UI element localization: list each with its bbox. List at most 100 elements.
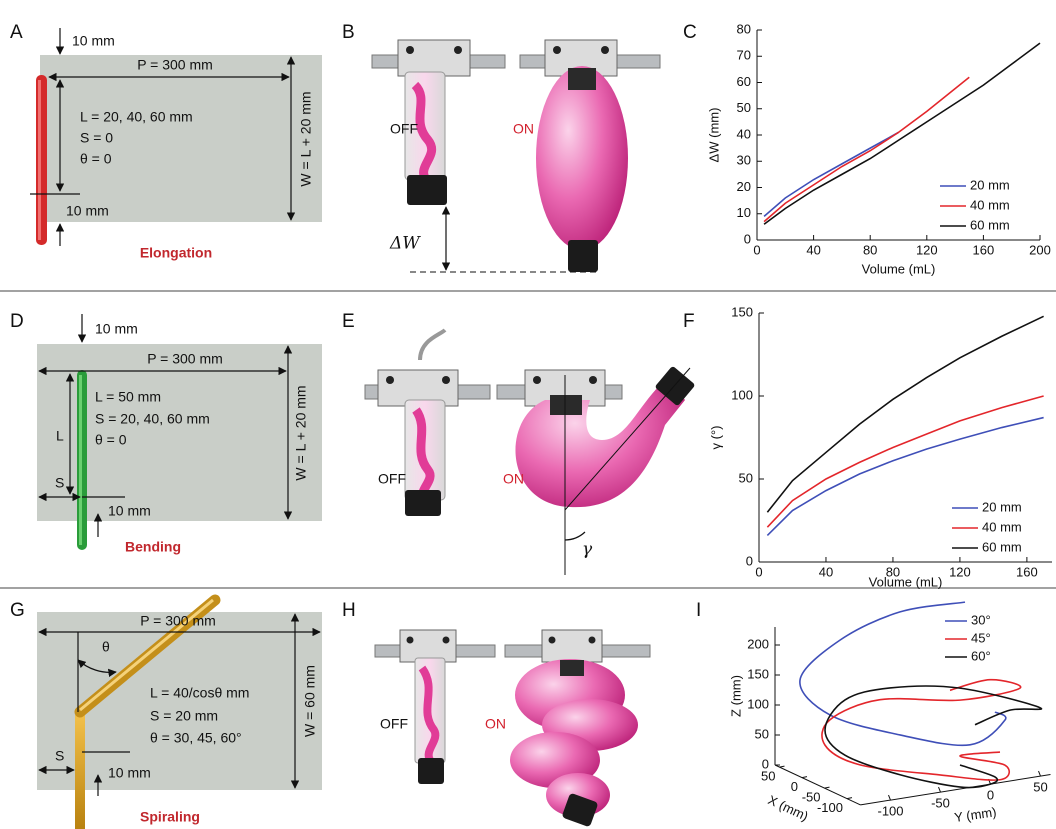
bending-diagram bbox=[37, 314, 322, 550]
x-tick-label: 80 bbox=[863, 242, 877, 257]
z-tick-label: 150 bbox=[747, 666, 769, 681]
y-tick-label: 150 bbox=[731, 304, 753, 319]
dimension-label: 10 mm bbox=[72, 33, 115, 49]
dimension-label: W = 60 mm bbox=[302, 665, 318, 737]
spiraling-photo-circle bbox=[588, 636, 596, 644]
y-tick-label: 10 bbox=[737, 205, 751, 220]
elongation-photo-ellipse bbox=[536, 66, 628, 250]
parameter: S = 20 mm bbox=[150, 708, 218, 724]
elongation-photo-circle bbox=[553, 46, 561, 54]
z-tick-label: 200 bbox=[747, 636, 769, 651]
dimension-label: W = L + 20 mm bbox=[293, 385, 309, 480]
y-tick-label: 50 bbox=[739, 470, 753, 485]
bending-diagram-rect bbox=[79, 375, 82, 545]
panel-label: I bbox=[696, 600, 701, 621]
bending-photo-circle bbox=[386, 376, 394, 384]
y-tick-label: 80 bbox=[737, 21, 751, 36]
x-tick-label: 40 bbox=[806, 242, 820, 257]
symbol: γ bbox=[582, 540, 593, 560]
spiraling-photo-circle bbox=[406, 636, 414, 644]
y-axis-label: ΔW (mm) bbox=[706, 108, 721, 163]
dimension-label: P = 300 mm bbox=[140, 613, 216, 629]
panel-label: F bbox=[683, 311, 695, 332]
x-tick-label: 120 bbox=[916, 242, 938, 257]
spiraling-photo-rect bbox=[399, 629, 457, 663]
y-tick-label: 40 bbox=[737, 126, 751, 141]
parameter: θ = 0 bbox=[95, 432, 127, 448]
y-tick-label: 20 bbox=[737, 179, 751, 194]
z-tick-label: 100 bbox=[747, 696, 769, 711]
y-tick-label: 0 bbox=[744, 231, 751, 246]
panel-label: C bbox=[683, 22, 697, 43]
parameter: S = 0 bbox=[80, 130, 113, 146]
bending-photo-path bbox=[564, 531, 586, 541]
state-label: ON bbox=[485, 716, 506, 732]
spiraling-diagram-path bbox=[77, 659, 117, 678]
legend-label: 60 mm bbox=[982, 539, 1022, 554]
spiraling-photo-rect bbox=[560, 660, 584, 676]
elongation-photo-path bbox=[411, 81, 437, 181]
dimension-label: S bbox=[55, 748, 64, 764]
elongation-photo-rect bbox=[407, 175, 447, 205]
panel-label: H bbox=[342, 600, 356, 621]
elongation-photo-rect bbox=[397, 39, 471, 77]
legend-label: 60° bbox=[971, 648, 991, 663]
legend-label: 40 mm bbox=[970, 197, 1010, 212]
x-tick-label: 200 bbox=[1029, 242, 1051, 257]
bending-photo-circle bbox=[533, 376, 541, 384]
dimension-label: L bbox=[56, 428, 64, 444]
y-tick-label: -100 bbox=[877, 804, 903, 819]
x-axis-label: Volume (mL) bbox=[869, 574, 943, 589]
dimension-label: θ bbox=[102, 639, 110, 655]
spiraling-diagram bbox=[37, 594, 322, 829]
data-line bbox=[766, 315, 1044, 513]
legend-label: 30° bbox=[971, 612, 991, 627]
parameter: θ = 0 bbox=[80, 151, 112, 167]
data-line bbox=[763, 42, 1041, 225]
x-tick-label: -50 bbox=[802, 790, 821, 805]
y-tick bbox=[888, 794, 891, 801]
data-line bbox=[821, 678, 1022, 781]
bending-photo-rect bbox=[550, 395, 582, 415]
elongation-photo-circle bbox=[454, 46, 462, 54]
bending-photo-rect bbox=[405, 490, 441, 516]
x-tick bbox=[824, 786, 830, 789]
spiraling-photo bbox=[374, 629, 651, 827]
x-tick-label: 0 bbox=[753, 242, 760, 257]
elongation-diagram-rect bbox=[36, 75, 47, 245]
data-line bbox=[763, 76, 970, 223]
dimension-label: P = 300 mm bbox=[147, 351, 223, 367]
x-tick-label: 160 bbox=[1016, 564, 1038, 579]
elongation-photo-rect bbox=[568, 68, 596, 90]
data-line bbox=[824, 685, 1043, 789]
parameter: θ = 30, 45, 60° bbox=[150, 730, 242, 746]
spiraling-photo-path bbox=[418, 665, 440, 763]
y-tick-label: 100 bbox=[731, 387, 753, 402]
x-tick-label: 50 bbox=[761, 769, 775, 784]
bending-photo-line bbox=[564, 367, 691, 511]
y-tick-label: 60 bbox=[737, 74, 751, 89]
bending-photo-circle bbox=[589, 376, 597, 384]
elongation-photo-rect bbox=[568, 240, 598, 272]
parameter: L = 50 mm bbox=[95, 389, 161, 405]
dimension-label: 10 mm bbox=[108, 503, 151, 519]
state-label: OFF bbox=[390, 121, 418, 137]
x-tick-label: 120 bbox=[949, 564, 971, 579]
y-tick-label: 0 bbox=[746, 553, 753, 568]
y-tick-label: -50 bbox=[931, 796, 950, 811]
elongation-photo-circle bbox=[601, 46, 609, 54]
x-tick-label: 0 bbox=[755, 564, 762, 579]
x-tick-label: 40 bbox=[819, 564, 833, 579]
spiraling-diagram-rect bbox=[75, 715, 85, 829]
elongation-diagram bbox=[30, 28, 322, 246]
parameter: S = 20, 40, 60 mm bbox=[95, 411, 210, 427]
panel-label: G bbox=[10, 600, 25, 621]
y-axis-label: γ (°) bbox=[708, 426, 723, 450]
x-axis bbox=[774, 764, 861, 806]
y-axis bbox=[860, 774, 1051, 806]
panel-label: E bbox=[342, 311, 355, 332]
y-tick-label: 30 bbox=[737, 153, 751, 168]
z-tick-label: 0 bbox=[762, 756, 769, 771]
spiraling-diagram-line bbox=[79, 598, 214, 712]
